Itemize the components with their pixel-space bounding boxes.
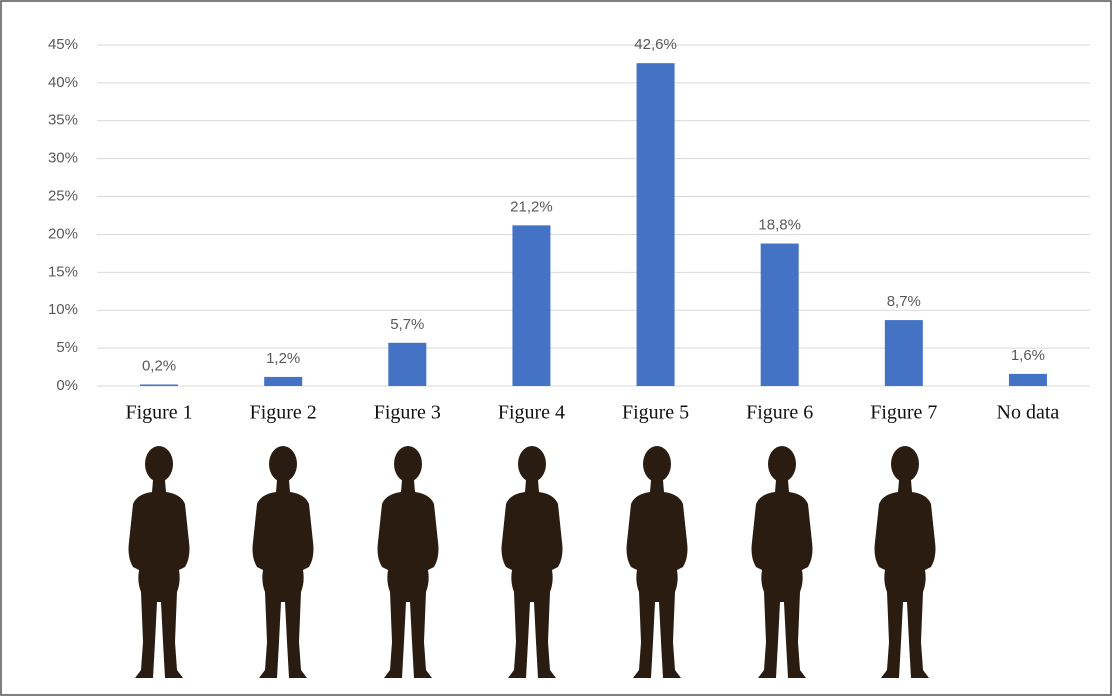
bar (140, 384, 179, 386)
value-label: 8,7% (887, 293, 921, 310)
bar (760, 243, 799, 386)
y-tick-label: 25% (48, 188, 78, 205)
y-tick-label: 5% (56, 339, 78, 356)
value-label: 0,2% (142, 357, 176, 374)
value-label: 1,2% (266, 350, 300, 367)
value-label: 21,2% (510, 198, 553, 215)
bar (512, 225, 551, 386)
y-tick-label: 0% (56, 377, 78, 394)
bar (1008, 373, 1047, 386)
y-tick-label: 10% (48, 301, 78, 318)
x-tick-label: Figure 6 (746, 402, 813, 424)
y-tick-label: 35% (48, 112, 78, 129)
silhouettes (128, 446, 936, 678)
x-tick-label: Figure 5 (622, 402, 689, 424)
bar (636, 63, 675, 386)
bar (884, 320, 923, 386)
x-tick-label: Figure 4 (498, 402, 565, 424)
x-tick-label: Figure 3 (374, 402, 441, 424)
bar (388, 342, 427, 386)
x-tick-label: Figure 1 (125, 402, 192, 424)
x-tick-label: Figure 2 (250, 402, 317, 424)
value-label: 42,6% (634, 36, 677, 53)
bar (264, 376, 303, 386)
y-tick-label: 20% (48, 225, 78, 242)
value-label: 18,8% (758, 217, 801, 234)
x-tick-label: Figure 7 (870, 402, 937, 424)
value-label: 1,6% (1011, 347, 1045, 364)
y-tick-label: 15% (48, 263, 78, 280)
x-tick-label: No data (997, 402, 1060, 424)
value-label: 5,7% (390, 316, 424, 333)
y-tick-label: 30% (48, 150, 78, 167)
y-tick-label: 45% (48, 36, 78, 53)
y-tick-label: 40% (48, 74, 78, 91)
